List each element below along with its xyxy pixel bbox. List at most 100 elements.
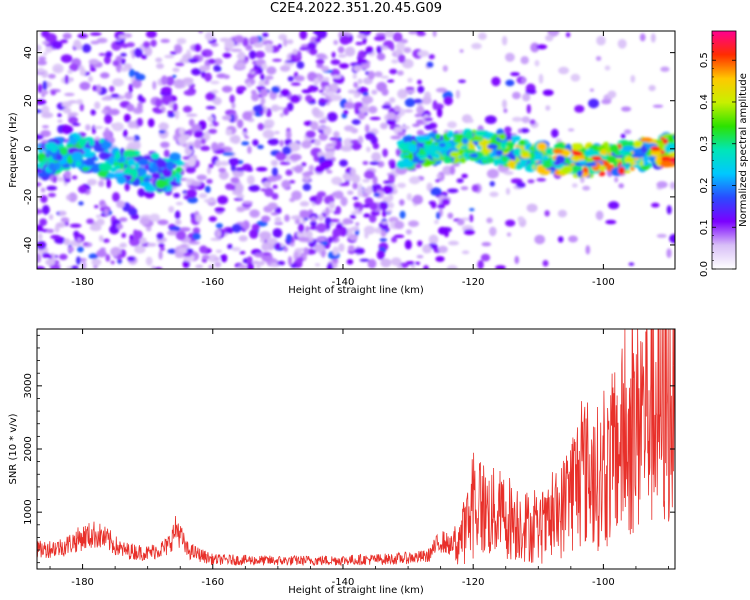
heatmap-cell — [650, 146, 661, 152]
heatmap-cell — [195, 214, 203, 223]
heatmap-cell — [118, 217, 128, 222]
heatmap-cell — [377, 161, 385, 168]
heatmap-cell — [423, 265, 429, 269]
heatmap-cell — [314, 165, 324, 174]
heatmap-cell — [365, 46, 374, 54]
snr-x-tick-label: -160 — [201, 577, 224, 588]
heatmap-cell — [42, 125, 49, 129]
heatmap-cell — [606, 155, 617, 164]
heatmap-cell — [348, 234, 358, 241]
heatmap-cell — [150, 152, 160, 160]
heatmap-cell — [262, 129, 275, 139]
heatmap-cell — [255, 263, 261, 269]
heatmap-cell — [94, 205, 99, 209]
heatmap-cell — [376, 35, 386, 41]
heatmap-cell — [542, 89, 554, 96]
heatmap-cell — [37, 167, 43, 174]
heatmap-cell — [518, 139, 526, 146]
heatmap-cell — [117, 253, 122, 261]
heatmap-cell — [436, 174, 442, 179]
heatmap-cell — [614, 176, 619, 183]
heatmap-cell — [172, 74, 177, 79]
heatmap-cell — [50, 234, 61, 240]
heatmap-cell — [272, 184, 278, 189]
heatmap-cell — [103, 238, 110, 243]
heatmap-cell — [79, 103, 85, 112]
heatmap-cell — [183, 252, 192, 257]
heatmap-cell — [357, 50, 367, 59]
heatmap-cell — [279, 112, 284, 118]
heatmap-cell — [519, 160, 527, 168]
heatmap-cell — [41, 31, 50, 38]
heatmap-cell — [298, 236, 310, 243]
heatmap-x-label: Height of straight line (km) — [288, 285, 424, 296]
heatmap-cell — [391, 236, 398, 243]
colorbar-frame — [711, 30, 737, 270]
heatmap-cell — [127, 158, 136, 167]
heatmap-cell — [337, 46, 345, 54]
heatmap-cell — [73, 39, 82, 49]
heatmap-cell — [669, 233, 675, 244]
heatmap-cell — [242, 200, 253, 205]
heatmap-cell — [545, 147, 555, 156]
heatmap-cell — [503, 108, 508, 113]
heatmap-cell — [296, 230, 306, 239]
heatmap-cell — [37, 253, 42, 263]
heatmap-cell — [208, 216, 217, 222]
heatmap-cell — [264, 75, 274, 80]
heatmap-cell — [174, 45, 183, 54]
heatmap-cell — [59, 253, 68, 260]
heatmap-cell — [58, 210, 67, 216]
heatmap-cell — [217, 195, 229, 205]
heatmap-cell — [316, 126, 329, 130]
heatmap-cell — [124, 91, 133, 100]
heatmap-cell — [325, 90, 335, 97]
heatmap-cell — [62, 107, 72, 114]
heatmap-cell — [204, 185, 211, 193]
heatmap-cell — [620, 133, 626, 139]
heatmap-cell — [64, 170, 72, 179]
colorbar-tick-label: 0.3 — [699, 136, 710, 152]
heatmap-cell — [96, 249, 107, 258]
heatmap-cell — [435, 87, 448, 93]
heatmap-cell — [428, 54, 435, 60]
heatmap-cell — [319, 99, 330, 103]
heatmap-cell — [226, 227, 234, 234]
heatmap-cell — [380, 258, 392, 268]
heatmap-cell — [98, 151, 111, 160]
heatmap-cell — [536, 44, 548, 50]
heatmap-cell — [69, 136, 78, 145]
heatmap-cell — [505, 219, 516, 227]
heatmap-cell — [214, 261, 222, 268]
heatmap-cell — [552, 148, 563, 154]
heatmap-cell — [133, 47, 143, 58]
heatmap-cell — [385, 209, 393, 213]
heatmap-cell — [206, 178, 213, 184]
heatmap-cell — [259, 231, 272, 240]
heatmap-cell — [192, 232, 201, 240]
heatmap-cell — [230, 48, 243, 52]
snr-x-tick-label: -180 — [71, 577, 94, 588]
heatmap-cell — [417, 85, 425, 94]
heatmap-cell — [290, 82, 301, 86]
heatmap-cell — [499, 142, 508, 150]
heatmap-cell — [90, 67, 97, 72]
heatmap-cell — [128, 83, 133, 94]
heatmap-cell — [542, 162, 552, 169]
heatmap-cell — [139, 217, 150, 226]
heatmap-cell — [69, 223, 82, 228]
heatmap-cell — [582, 185, 591, 191]
heatmap-cell — [504, 135, 513, 141]
heatmap-cell — [231, 223, 242, 233]
heatmap-cell — [388, 173, 396, 183]
heatmap-cell — [120, 67, 129, 72]
heatmap-cell — [249, 50, 256, 60]
heatmap-cell — [266, 45, 274, 53]
heatmap-cell — [417, 79, 422, 85]
heatmap-cell — [205, 92, 216, 101]
heatmap-cell — [134, 162, 140, 170]
heatmap-cell — [640, 137, 653, 143]
heatmap-cell — [103, 55, 111, 65]
heatmap-cell — [463, 229, 475, 236]
heatmap-cell — [199, 65, 211, 72]
